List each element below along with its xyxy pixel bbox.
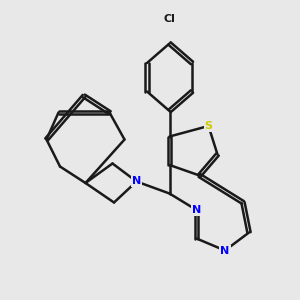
Text: N: N — [192, 205, 201, 215]
Text: N: N — [220, 245, 230, 256]
Text: Cl: Cl — [164, 14, 175, 25]
Text: N: N — [132, 176, 141, 187]
Text: S: S — [205, 121, 212, 131]
